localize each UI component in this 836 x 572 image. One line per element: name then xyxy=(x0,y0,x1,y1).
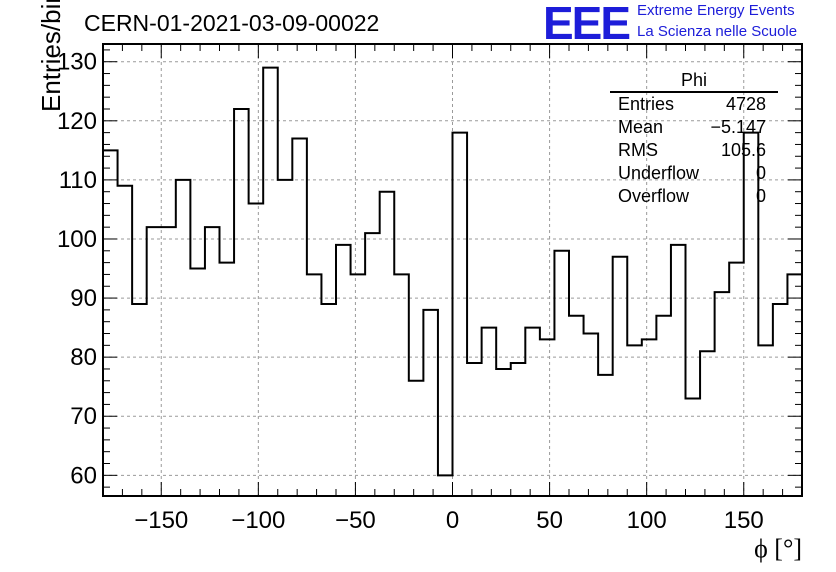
x-tick-label: 0 xyxy=(446,507,459,534)
stats-row-rms: RMS 105.6 xyxy=(610,139,778,162)
stats-label: Overflow xyxy=(618,186,690,206)
y-tick-label: 90 xyxy=(70,285,97,312)
stats-label: Entries xyxy=(618,94,675,114)
y-tick-label: 110 xyxy=(59,167,97,194)
stats-value: −5.147 xyxy=(710,117,766,137)
stats-box: Phi Entries 4728 Mean −5.147 RMS 105.6 U… xyxy=(610,70,778,208)
stats-row-overflow: Overflow 0 xyxy=(610,185,778,208)
stats-box-title: Phi xyxy=(610,70,778,93)
stats-label: Underflow xyxy=(618,163,700,183)
plot-frame xyxy=(102,43,803,497)
y-tick-label: 70 xyxy=(70,403,97,430)
stats-value: 105.6 xyxy=(720,140,766,160)
stats-row-underflow: Underflow 0 xyxy=(610,162,778,185)
stats-value: 4728 xyxy=(725,94,766,114)
stats-value: 0 xyxy=(755,163,766,183)
stats-row-mean: Mean −5.147 xyxy=(610,116,778,139)
histogram-series-phi xyxy=(103,66,802,477)
logo-line-extreme-energy-events: Extreme Energy Events xyxy=(637,2,795,19)
y-axis-label: Entries/bin xyxy=(36,0,66,112)
run-title: CERN-01-2021-03-09-00022 xyxy=(84,10,380,36)
x-tick-label: −150 xyxy=(134,507,188,534)
x-tick-label: 150 xyxy=(724,507,764,534)
y-tick-label: 130 xyxy=(57,49,97,76)
x-tick-label: 100 xyxy=(627,507,667,534)
y-tick-label: 120 xyxy=(57,108,97,135)
stats-row-entries: Entries 4728 xyxy=(610,93,778,116)
y-tick-label: 80 xyxy=(70,344,97,371)
y-tick-label: 100 xyxy=(57,226,97,253)
stats-value: 0 xyxy=(755,186,766,206)
y-tick-label: 60 xyxy=(70,462,97,489)
x-tick-label: −50 xyxy=(335,507,376,534)
x-axis-label: ϕ [°] xyxy=(754,534,802,563)
stats-label: RMS xyxy=(618,140,658,160)
stats-label: Mean xyxy=(618,117,664,137)
logo-line-scienza-nelle-scuole: La Scienza nelle Scuole xyxy=(637,23,798,40)
eee-logo: EEE xyxy=(543,0,631,49)
x-tick-label: 50 xyxy=(536,507,563,534)
x-tick-label: −100 xyxy=(231,507,285,534)
